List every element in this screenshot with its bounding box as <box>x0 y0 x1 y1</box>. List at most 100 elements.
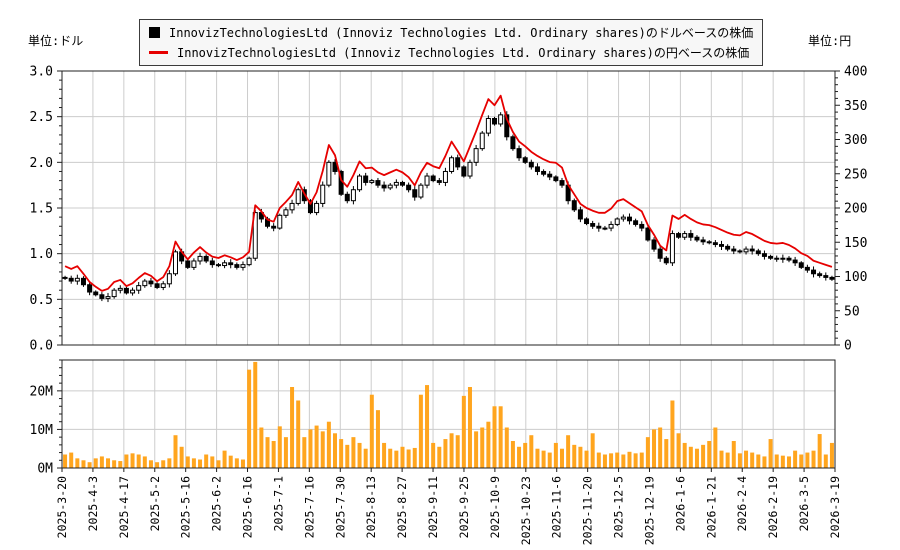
volume-bar <box>498 406 503 468</box>
candle-down <box>725 245 731 250</box>
candle-up <box>418 184 424 198</box>
volume-bar <box>247 369 252 468</box>
candle-down <box>553 176 559 182</box>
candle-down <box>528 161 534 168</box>
date-tick-label: 2025-10-23 <box>519 476 533 545</box>
candle-up <box>620 216 626 220</box>
volume-bar <box>400 446 405 468</box>
volume-bar <box>584 450 589 468</box>
volume-bar <box>173 435 178 468</box>
candle-down <box>62 276 68 279</box>
volume-bar <box>363 448 368 468</box>
candle-down <box>87 284 93 293</box>
volume-bar <box>829 442 834 468</box>
usd-series-marker-icon <box>149 27 160 38</box>
date-tick-label: 2026-2-4 <box>735 476 749 531</box>
candle-down <box>492 117 498 125</box>
date-tick-label: 2025-4-3 <box>86 476 100 531</box>
volume-bar <box>112 460 117 468</box>
volume-bar <box>725 452 730 468</box>
jpy-axis-tick-label: 100 <box>844 270 867 285</box>
candle-down <box>731 248 737 252</box>
candle-up <box>326 161 332 186</box>
volume-bar <box>63 454 68 468</box>
volume-bar <box>805 452 810 468</box>
candle-down <box>719 244 725 247</box>
volume-bar <box>130 453 135 468</box>
candle-down <box>804 266 810 271</box>
volume-bar <box>234 458 239 468</box>
date-tick-label: 2025-5-16 <box>179 476 193 538</box>
volume-bar <box>357 442 362 468</box>
yen-line-series <box>64 94 833 292</box>
volume-bar <box>394 450 399 468</box>
candle-down <box>455 157 461 168</box>
candle-up <box>197 255 203 262</box>
volume-bar <box>388 448 393 468</box>
candle-down <box>412 189 418 198</box>
candle-down <box>123 287 129 294</box>
candle-down <box>590 223 596 227</box>
date-tick-label: 2026-3-19 <box>828 476 842 538</box>
legend-label-usd: InnovizTechnologiesLtd (Innoviz Technolo… <box>169 26 754 40</box>
volume-bar <box>418 394 423 468</box>
candle-down <box>522 157 528 163</box>
volume-bar <box>547 452 552 468</box>
candle-up <box>424 175 430 186</box>
volume-plot-border <box>61 359 836 469</box>
volume-bar <box>480 427 485 468</box>
volume-bar <box>535 448 540 468</box>
volume-bar <box>259 427 264 468</box>
candle-up <box>222 262 228 267</box>
volume-bar <box>504 427 509 468</box>
date-tick-label: 2025-10-9 <box>488 476 502 538</box>
candle-up <box>357 175 363 191</box>
volume-bar <box>191 458 196 468</box>
volume-bar <box>302 437 307 468</box>
volume-bar <box>578 446 583 468</box>
candle-down <box>626 216 632 222</box>
volume-bar <box>198 459 203 468</box>
date-tick-label: 2025-9-25 <box>457 476 471 538</box>
candle-down <box>651 239 657 250</box>
candle-down <box>461 166 467 177</box>
volume-bar <box>69 452 74 468</box>
volume-bar <box>486 421 491 468</box>
candle-down <box>712 242 718 246</box>
yen-price-line <box>64 94 833 292</box>
volume-bar <box>529 435 534 468</box>
volume-bar <box>786 456 791 468</box>
candle-down <box>381 184 387 189</box>
candle-up <box>669 233 675 264</box>
candle-down <box>148 280 154 285</box>
candle-down <box>510 136 516 150</box>
volume-bar <box>425 385 430 468</box>
volume-bar <box>541 450 546 468</box>
volume-bar <box>799 454 804 468</box>
usd-axis-tick-label: 0.0 <box>30 339 53 354</box>
candle-down <box>811 269 817 275</box>
legend-box: InnovizTechnologiesLtd (Innoviz Technolo… <box>139 19 764 66</box>
candle-down <box>215 264 221 267</box>
volume-bar <box>633 453 638 468</box>
volume-axis-tick-label: 0M <box>37 462 53 477</box>
volume-bar <box>179 446 184 468</box>
volume-bar <box>148 460 153 468</box>
candle-up <box>449 157 455 172</box>
candle-down <box>737 250 743 253</box>
candle-down <box>706 241 712 244</box>
volume-bar <box>553 442 558 468</box>
date-tick-label: 2025-5-2 <box>148 476 162 531</box>
volume-axis-tick-label: 10M <box>30 423 54 438</box>
candle-down <box>657 248 663 259</box>
candle-down <box>749 248 755 252</box>
volume-axis: 0M 10M 20M <box>30 359 62 477</box>
date-tick-label: 2025-11-6 <box>550 476 564 538</box>
volume-bar <box>670 400 675 468</box>
candle-up <box>105 296 111 299</box>
candle-down <box>700 239 706 243</box>
volume-bar <box>756 454 761 468</box>
candle-down <box>645 227 651 241</box>
volume-bar <box>455 435 460 468</box>
